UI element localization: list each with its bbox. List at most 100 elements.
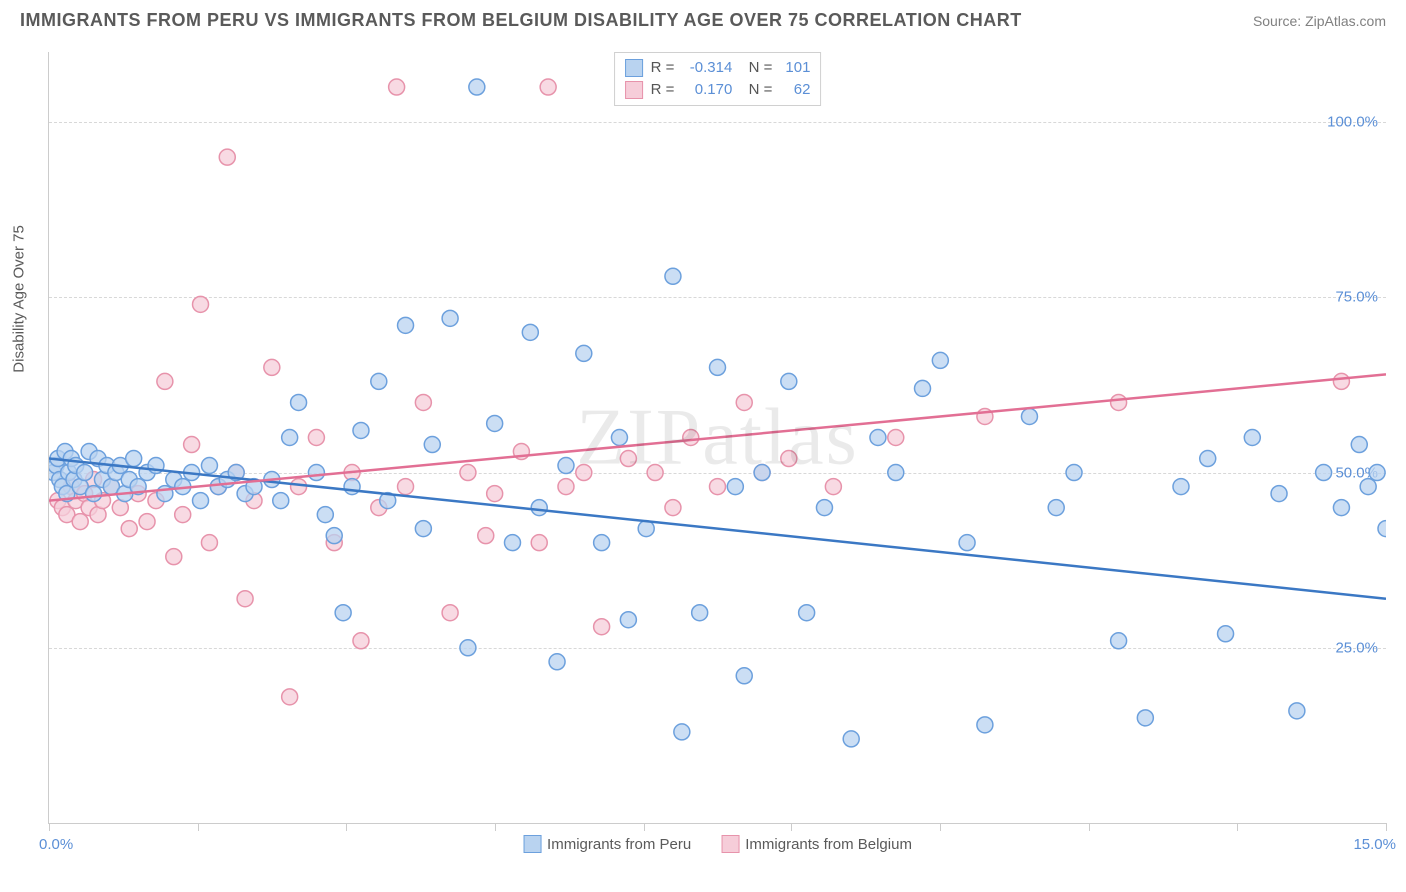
data-point — [1360, 479, 1376, 495]
data-point — [1333, 373, 1349, 389]
data-point — [932, 352, 948, 368]
data-point — [1200, 451, 1216, 467]
data-point — [576, 345, 592, 361]
data-point — [799, 605, 815, 621]
data-point — [442, 605, 458, 621]
y-axis-title: Disability Age Over 75 — [11, 225, 28, 373]
data-point — [915, 380, 931, 396]
data-point — [736, 668, 752, 684]
swatch-peru — [625, 59, 643, 77]
data-point — [157, 373, 173, 389]
data-point — [611, 430, 627, 446]
data-point — [727, 479, 743, 495]
legend-item-belgium: Immigrants from Belgium — [721, 835, 912, 853]
swatch-belgium-bottom — [721, 835, 739, 853]
data-point — [442, 310, 458, 326]
data-point — [977, 717, 993, 733]
legend-row-belgium: R = 0.170 N = 62 — [625, 79, 811, 101]
scatter-plot-svg — [49, 52, 1386, 823]
swatch-belgium — [625, 81, 643, 99]
data-point — [620, 612, 636, 628]
data-point — [1218, 626, 1234, 642]
n-label: N = — [740, 57, 772, 79]
data-point — [754, 465, 770, 481]
data-point — [353, 633, 369, 649]
data-point — [665, 268, 681, 284]
data-point — [193, 296, 209, 312]
data-point — [126, 451, 142, 467]
data-point — [816, 500, 832, 516]
data-point — [344, 479, 360, 495]
data-point — [77, 465, 93, 481]
data-point — [620, 451, 636, 467]
data-point — [888, 430, 904, 446]
data-point — [647, 465, 663, 481]
data-point — [888, 465, 904, 481]
data-point — [692, 605, 708, 621]
data-point — [683, 430, 699, 446]
data-point — [843, 731, 859, 747]
source-attribution: Source: ZipAtlas.com — [1253, 13, 1386, 29]
data-point — [1333, 500, 1349, 516]
r-label: R = — [651, 57, 675, 79]
data-point — [193, 493, 209, 509]
data-point — [736, 394, 752, 410]
data-point — [576, 465, 592, 481]
data-point — [522, 324, 538, 340]
data-point — [201, 535, 217, 551]
data-point — [415, 394, 431, 410]
r-label: R = — [651, 79, 675, 101]
data-point — [273, 493, 289, 509]
data-point — [86, 486, 102, 502]
data-point — [1378, 521, 1386, 537]
data-point — [594, 535, 610, 551]
data-point — [282, 689, 298, 705]
data-point — [504, 535, 520, 551]
data-point — [1271, 486, 1287, 502]
data-point — [291, 479, 307, 495]
data-point — [638, 521, 654, 537]
data-point — [460, 640, 476, 656]
data-point — [1111, 394, 1127, 410]
data-point — [389, 79, 405, 95]
data-point — [121, 521, 137, 537]
data-point — [558, 458, 574, 474]
data-point — [674, 724, 690, 740]
data-point — [665, 500, 681, 516]
data-point — [335, 605, 351, 621]
data-point — [1173, 479, 1189, 495]
n-label: N = — [740, 79, 772, 101]
legend-label-peru: Immigrants from Peru — [547, 836, 691, 853]
legend-row-peru: R = -0.314 N = 101 — [625, 57, 811, 79]
legend-item-peru: Immigrants from Peru — [523, 835, 691, 853]
data-point — [487, 486, 503, 502]
data-point — [1111, 633, 1127, 649]
n-value-belgium: 62 — [780, 79, 810, 101]
chart-title: IMMIGRANTS FROM PERU VS IMMIGRANTS FROM … — [20, 10, 1022, 31]
data-point — [710, 479, 726, 495]
data-point — [1048, 500, 1064, 516]
data-point — [549, 654, 565, 670]
n-value-peru: 101 — [780, 57, 810, 79]
data-point — [1066, 465, 1082, 481]
data-point — [781, 373, 797, 389]
data-point — [469, 79, 485, 95]
data-point — [531, 535, 547, 551]
data-point — [398, 317, 414, 333]
data-point — [1369, 465, 1385, 481]
data-point — [870, 430, 886, 446]
data-point — [308, 465, 324, 481]
data-point — [317, 507, 333, 523]
data-point — [184, 437, 200, 453]
data-point — [166, 549, 182, 565]
data-point — [460, 465, 476, 481]
r-value-peru: -0.314 — [682, 57, 732, 79]
data-point — [781, 451, 797, 467]
data-point — [326, 528, 342, 544]
chart-header: IMMIGRANTS FROM PERU VS IMMIGRANTS FROM … — [0, 0, 1406, 37]
data-point — [72, 514, 88, 530]
data-point — [959, 535, 975, 551]
data-point — [594, 619, 610, 635]
data-point — [139, 514, 155, 530]
data-point — [1316, 465, 1332, 481]
